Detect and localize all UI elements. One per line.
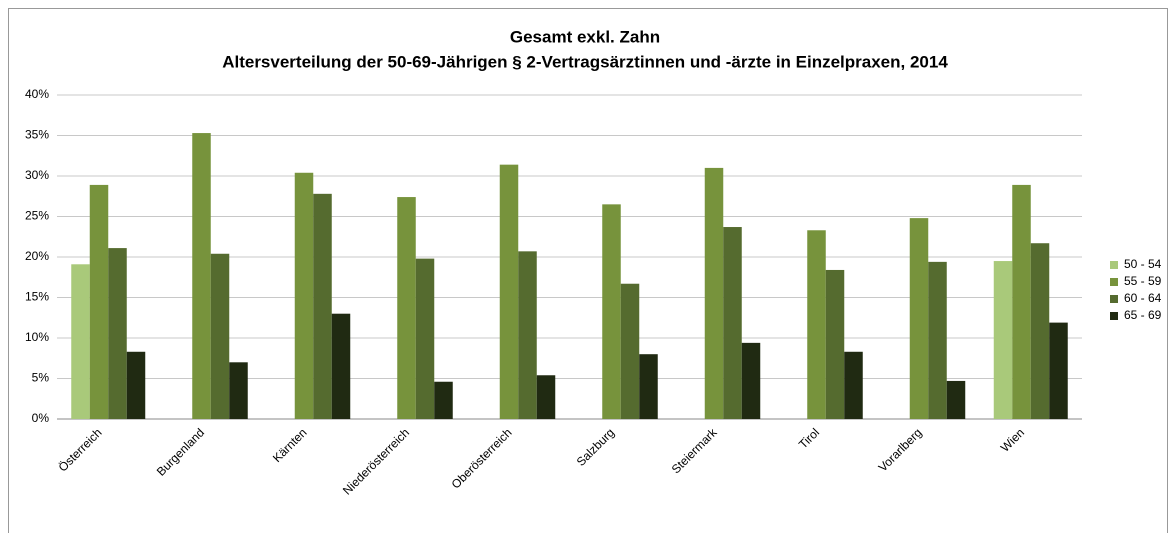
- bar: [126, 351, 146, 419]
- bar: [741, 342, 761, 419]
- y-tick-label: 5%: [32, 371, 50, 385]
- bar: [229, 362, 248, 419]
- bar: [294, 172, 314, 419]
- y-tick-label: 40%: [25, 87, 49, 101]
- bar: [415, 258, 435, 419]
- bar: [1049, 322, 1068, 419]
- legend-swatch: [1110, 278, 1118, 286]
- bar: [1030, 243, 1050, 419]
- bar: [434, 381, 453, 419]
- bar: [807, 230, 826, 419]
- y-tick-label: 15%: [25, 290, 49, 304]
- bar: [723, 227, 742, 419]
- legend-swatch: [1110, 261, 1118, 269]
- bar: [518, 251, 537, 419]
- bar: [71, 264, 90, 419]
- bar: [993, 261, 1013, 419]
- legend-label: 50 - 54: [1124, 257, 1162, 271]
- bar: [313, 193, 332, 419]
- bar: [1012, 184, 1031, 419]
- y-tick-label: 20%: [25, 249, 49, 263]
- chart-title: Gesamt exkl. Zahn: [510, 27, 660, 46]
- bar: [909, 218, 929, 419]
- bar: [331, 313, 351, 419]
- y-tick-label: 0%: [32, 411, 50, 425]
- legend-label: 60 - 64: [1124, 291, 1162, 305]
- bar: [536, 375, 556, 419]
- bar: [825, 269, 845, 419]
- bar: [499, 164, 519, 419]
- bar: [639, 354, 658, 419]
- bar: [108, 248, 127, 419]
- bar: [89, 184, 109, 419]
- legend-label: 55 - 59: [1124, 274, 1162, 288]
- y-tick-label: 25%: [25, 209, 49, 223]
- y-tick-label: 35%: [25, 128, 49, 142]
- legend-swatch: [1110, 295, 1118, 303]
- chart-subtitle: Altersverteilung der 50-69-Jährigen § 2-…: [222, 52, 948, 71]
- legend-swatch: [1110, 312, 1118, 320]
- y-tick-label: 30%: [25, 168, 49, 182]
- bar: [946, 380, 966, 419]
- bar: [210, 253, 230, 419]
- bar: [844, 351, 863, 419]
- bar: [704, 167, 724, 419]
- bar: [620, 283, 640, 419]
- bar: [928, 261, 947, 419]
- bar: [602, 204, 621, 419]
- bar: [192, 133, 211, 419]
- bar: [397, 197, 416, 419]
- legend-label: 65 - 69: [1124, 308, 1162, 322]
- y-tick-label: 10%: [25, 330, 49, 344]
